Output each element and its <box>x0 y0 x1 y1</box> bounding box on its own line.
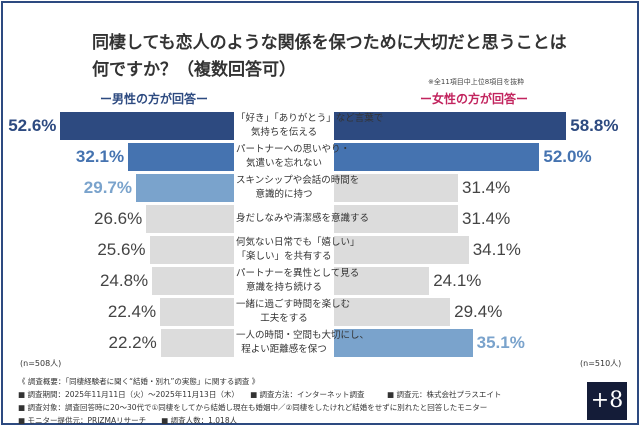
category-label-line: 身だしなみや清潔感を意識する <box>236 213 370 224</box>
category-label-line: 工夫をする <box>260 313 308 324</box>
category-label-line: 一人の時間・空間も大切にし、 <box>236 330 370 341</box>
footer-line: ■ モニター提供元：PRIZMAリサーチ ■ 調査人数：1,018人 <box>18 416 238 425</box>
category-label: 一人の時間・空間も大切にし、程よい距離感を保つ <box>236 329 370 357</box>
male-bar <box>146 205 234 233</box>
female-bar <box>334 329 473 357</box>
male-bar <box>135 174 234 202</box>
company-logo: +8 <box>587 382 627 420</box>
category-label-line: パートナーを異性として見る <box>236 268 360 279</box>
category-label: パートナーを異性として見る意識を持ち続ける <box>236 267 360 295</box>
category-label-line: 一緒に過ごす時間を楽しむ <box>236 299 351 310</box>
legend-female: ー女性の方が回答ー <box>420 92 529 106</box>
male-value-label: 26.6% <box>94 209 143 228</box>
legend-male: ー男性の方が回答ー <box>100 92 209 106</box>
female-sample-size: (n=510人) <box>580 359 622 368</box>
category-label-line: 程よい距離感を保つ <box>241 344 327 355</box>
female-bar <box>334 112 567 140</box>
chart-title-line2: 何ですか？（複数回答可） <box>92 60 296 80</box>
category-label-line: パートナーへの思いやり・ <box>236 144 351 155</box>
female-bar <box>334 236 469 264</box>
female-bar <box>334 298 451 326</box>
female-bar <box>334 205 459 233</box>
footer-line: ■ 調査対象：調査回答時に20～30代で①同棲をしてから結婚し現在も婚姻中／②同… <box>18 403 488 412</box>
category-label-line: 「好き」「ありがとう」など言葉で <box>236 113 384 124</box>
female-value-label: 31.4% <box>462 209 511 228</box>
category-label-line: 意識を持ち続ける <box>245 282 322 293</box>
category-label-line: 「楽しい」を共有する <box>236 251 332 262</box>
female-value-label: 34.1% <box>472 240 521 259</box>
male-bar <box>149 236 234 264</box>
male-value-label: 22.4% <box>107 302 157 321</box>
chart-title-line1: 同棲しても恋人のような関係を保つために大切だと思うことは <box>92 33 567 53</box>
male-bar <box>160 298 234 326</box>
male-value-label: 32.1% <box>75 147 125 166</box>
female-value-label: 58.8% <box>570 116 619 135</box>
female-value-label: 24.1% <box>433 271 482 290</box>
category-label: パートナーへの思いやり・気遣いを忘れない <box>236 143 351 171</box>
male-bar <box>152 267 234 295</box>
category-label-line: 何気ない日常でも「嬉しい」 <box>236 237 360 248</box>
male-value-label: 25.6% <box>97 240 146 259</box>
female-value-label: 35.1% <box>476 333 525 352</box>
category-label-line: スキンシップや会話の時間を <box>236 175 360 186</box>
male-value-label: 52.6% <box>8 116 57 135</box>
chart-note: ※全11項目中上位8項目を抜粋 <box>428 78 525 86</box>
female-bar <box>334 267 430 295</box>
category-label: 「好き」「ありがとう」など言葉で気持ちを伝える <box>236 112 384 140</box>
category-label-line: 意識的に持つ <box>255 189 313 200</box>
category-label: 何気ない日常でも「嬉しい」 「楽しい」を共有する <box>236 236 360 264</box>
footer-line: 《 調査概要：「同棲経験者に聞く“結婚・別れ”の実態」に関する調査 》 <box>18 377 260 386</box>
female-value-label: 52.0% <box>543 147 592 166</box>
male-bar <box>128 143 234 171</box>
male-bar <box>60 112 234 140</box>
male-value-label: 22.2% <box>108 333 157 352</box>
female-value-label: 31.4% <box>462 178 511 197</box>
female-bar <box>334 143 540 171</box>
category-label: スキンシップや会話の時間を意識的に持つ <box>236 174 360 202</box>
female-value-label: 29.4% <box>454 302 503 321</box>
category-label-line: 気遣いを忘れない <box>245 158 322 169</box>
male-sample-size: (n=508人) <box>20 359 62 368</box>
category-label: 一緒に過ごす時間を楽しむ工夫をする <box>236 298 351 326</box>
male-bar <box>160 329 234 357</box>
category-label-line: 気持ちを伝える <box>250 127 318 138</box>
footer-line: ■ 調査期間：2025年11月11日（火）～2025年11月13日（木） ■ 調… <box>18 390 502 399</box>
category-label: 身だしなみや清潔感を意識する <box>236 212 370 226</box>
male-value-label: 29.7% <box>83 178 132 197</box>
female-bar <box>334 174 459 202</box>
male-value-label: 24.8% <box>99 271 149 290</box>
